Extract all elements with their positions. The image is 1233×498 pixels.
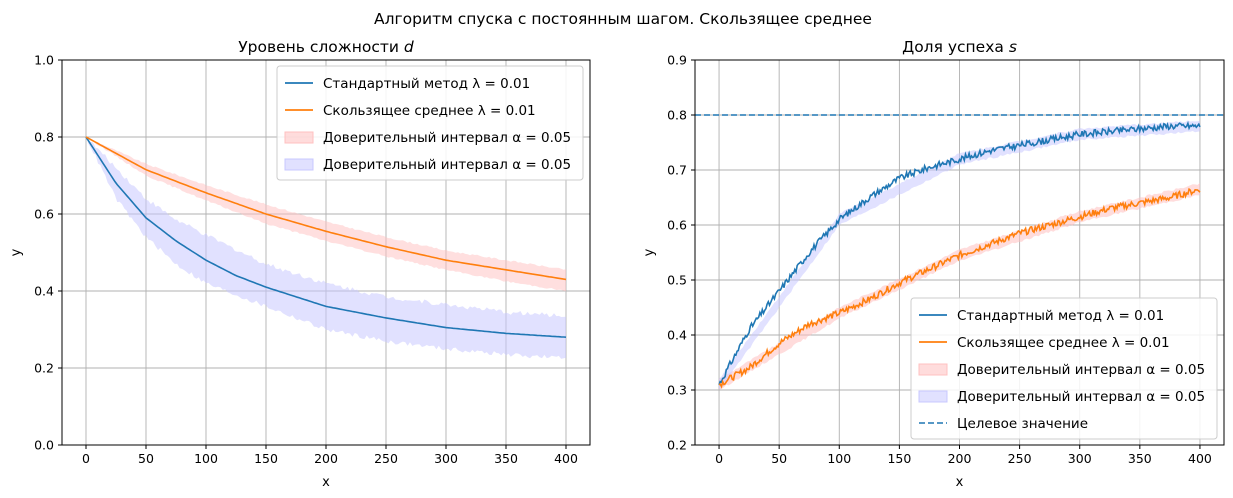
x-tick-label: 400 (554, 451, 578, 466)
x-tick-label: 300 (1068, 451, 1092, 466)
y-tick-label: 0.8 (34, 130, 54, 145)
y-tick-label: 0.2 (34, 361, 54, 376)
title-variable: d (404, 38, 414, 56)
legend-label: Доверительный интервал α = 0.05 (323, 157, 571, 173)
x-tick-label: 250 (1008, 451, 1032, 466)
chart-title: Доля успеха s (902, 38, 1017, 56)
x-tick-label: 200 (948, 451, 972, 466)
legend-label: Стандартный метод λ = 0.01 (957, 308, 1164, 324)
legend-label: Скользящее среднее λ = 0.01 (957, 335, 1170, 351)
x-tick-label: 200 (314, 451, 338, 466)
series-line (718, 120, 1201, 386)
x-tick-label: 50 (771, 451, 787, 466)
y-tick-label: 0.5 (667, 273, 687, 288)
legend-swatch-band (918, 363, 948, 376)
legend-label: Доверительный интервал α = 0.05 (323, 130, 571, 146)
legend-label: Доверительный интервал α = 0.05 (957, 389, 1205, 405)
plot-content (85, 135, 567, 359)
legend-box (276, 65, 584, 181)
x-tick-label: 0 (715, 451, 723, 466)
confidence-band (719, 120, 1200, 390)
plot-content (695, 114, 1224, 390)
y-tick-label: 0.4 (667, 328, 687, 343)
x-tick-label: 400 (1188, 451, 1212, 466)
y-tick-label: 0.0 (34, 438, 54, 453)
confidence-band (86, 135, 566, 359)
x-tick-label: 300 (434, 451, 458, 466)
legend: Стандартный метод λ = 0.01 Скользящее сре… (910, 297, 1218, 440)
x-tick-label: 250 (374, 451, 398, 466)
y-tick-label: 0.4 (34, 284, 54, 299)
y-tick-label: 1.0 (34, 53, 54, 68)
chart-title: Уровень сложности d (238, 38, 414, 56)
legend-label: Стандартный метод λ = 0.01 (323, 76, 530, 92)
legend-label: Доверительный интервал α = 0.05 (957, 362, 1205, 378)
series-line (718, 187, 1201, 389)
y-axis-label: y (642, 248, 657, 256)
x-tick-label: 50 (138, 451, 154, 466)
chart-success-rate: 0 50 100 150 200 250 300 350 400 0.2 0.3 0.4 0.5 0.6 0… (642, 38, 1225, 490)
x-tick-label: 0 (82, 451, 90, 466)
series-line (85, 136, 567, 281)
x-tick-label: 150 (254, 451, 278, 466)
x-axis-label: x (322, 475, 330, 490)
confidence-band (86, 136, 566, 292)
y-tick-label: 0.9 (667, 53, 687, 68)
legend-swatch-band (284, 131, 314, 144)
x-tick-label: 350 (494, 451, 518, 466)
y-tick-label: 0.2 (667, 438, 687, 453)
figure-suptitle: Алгоритм спуска с постоянным шагом. Скол… (374, 10, 872, 28)
legend: Стандартный метод λ = 0.01 Скользящее сре… (276, 65, 584, 181)
y-tick-label: 0.8 (667, 108, 687, 123)
legend-label: Целевое значение (957, 416, 1088, 432)
x-tick-label: 100 (194, 451, 218, 466)
series-line (85, 136, 567, 338)
legend-swatch-band (284, 158, 314, 171)
x-tick-label: 100 (827, 451, 851, 466)
legend-swatch-band (918, 390, 948, 403)
y-tick-label: 0.3 (667, 383, 687, 398)
title-variable: s (1009, 38, 1017, 56)
x-tick-label: 350 (1128, 451, 1152, 466)
y-tick-label: 0.6 (667, 218, 687, 233)
chart-difficulty-level: 0 50 100 150 200 250 300 350 400 0.0 0.2 0.4 0.6 0.8 1… (9, 38, 591, 490)
x-tick-label: 150 (887, 451, 911, 466)
y-axis-label: y (9, 248, 24, 256)
legend-box (910, 297, 1218, 440)
legend-label: Скользящее среднее λ = 0.01 (323, 103, 536, 119)
x-axis-label: x (956, 475, 964, 490)
y-tick-label: 0.7 (667, 163, 687, 178)
y-tick-label: 0.6 (34, 207, 54, 222)
